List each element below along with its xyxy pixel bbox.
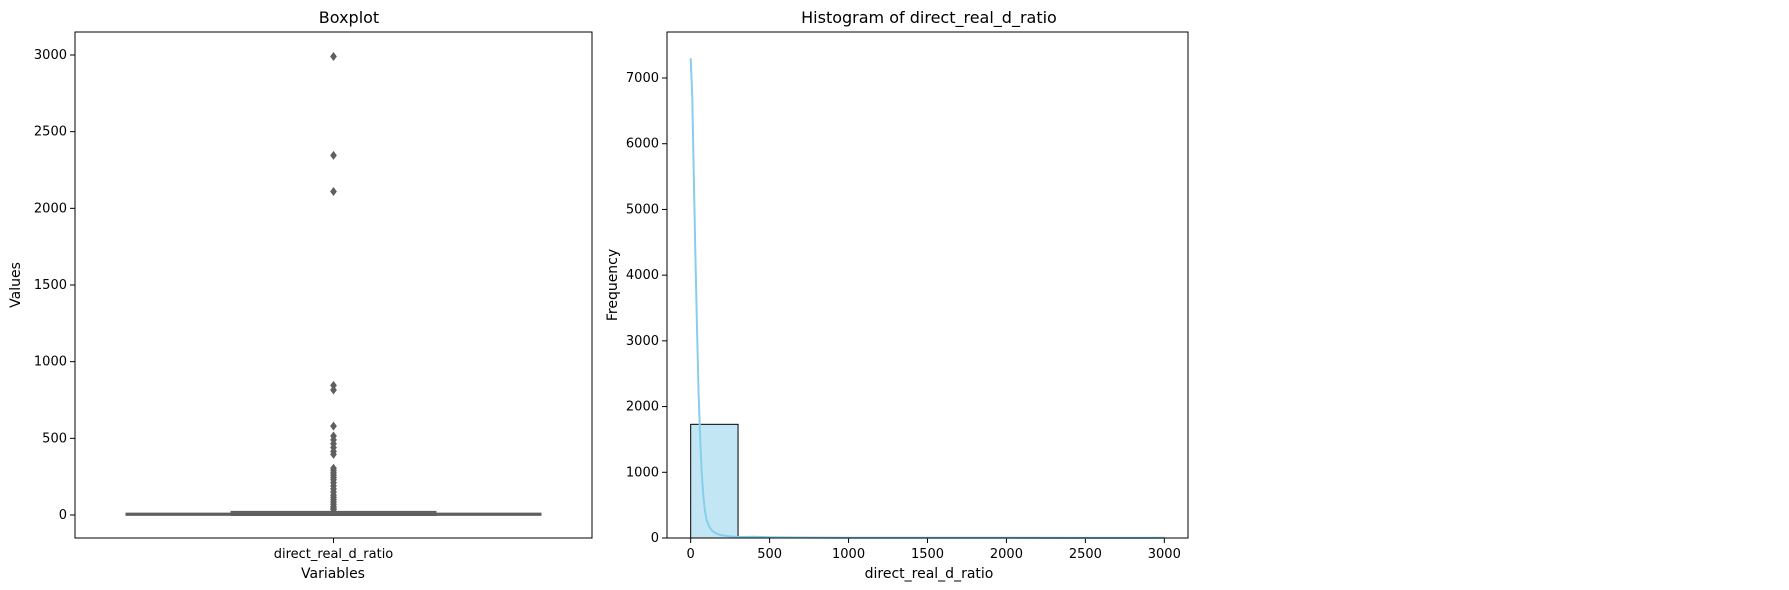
histogram-frame (666, 31, 1189, 539)
histogram-x-tick-label: 500 (757, 547, 782, 562)
histogram-x-tick-label: 1000 (832, 547, 865, 562)
histogram-xlabel: direct_real_d_ratio (865, 566, 994, 582)
histogram-x-tick-label: 2000 (990, 547, 1023, 562)
boxplot-outlier-point (330, 385, 337, 395)
boxplot-xlabel: Variables (301, 566, 365, 582)
boxplot-frame (74, 31, 593, 539)
histogram-ylabel: Frequency (605, 249, 621, 321)
histogram-y-tick-label: 5000 (626, 202, 659, 217)
histogram-x-tick-label: 0 (687, 547, 695, 562)
histogram-panel: Histogram of direct_real_d_ratio 0 1000 20… (605, 8, 1189, 582)
boxplot-outlier-point (330, 186, 337, 196)
histogram-x-ticks: 0 500 1000 1500 2000 2500 3000 (687, 538, 1181, 562)
boxplot-y-tick-label: 0 (59, 508, 67, 523)
boxplot-outlier-point (330, 449, 337, 459)
boxplot-outlier-point (330, 52, 337, 62)
boxplot-outlier-point (330, 150, 337, 160)
boxplot-ylabel: Values (8, 262, 24, 308)
boxplot-y-ticks: 0 500 1000 1500 2000 2500 3000 (34, 48, 75, 523)
histogram-y-tick-label: 6000 (626, 137, 659, 152)
boxplot-y-tick-label: 1000 (34, 355, 67, 370)
boxplot-outlier-point (330, 380, 337, 390)
boxplot-y-tick-label: 500 (42, 431, 67, 446)
histogram-x-tick-label: 2500 (1069, 547, 1102, 562)
histogram-y-tick-label: 4000 (626, 268, 659, 283)
histogram-y-ticks: 0 1000 2000 3000 4000 5000 6000 7000 (626, 71, 667, 546)
boxplot-y-tick-label: 2500 (34, 125, 67, 140)
boxplot-outlier-point (330, 421, 337, 431)
histogram-y-tick-label: 2000 (626, 400, 659, 415)
histogram-kde (689, 58, 1165, 539)
boxplot-panel: Boxplot 0 500 1000 1500 2000 2500 3000 direct_… (8, 8, 593, 582)
histogram-y-tick-label: 3000 (626, 334, 659, 349)
boxplot-outlier-point (330, 505, 337, 515)
boxplot-y-tick-label: 1500 (34, 278, 67, 293)
histogram-y-tick-label: 0 (651, 531, 659, 546)
histogram-x-tick-label: 1500 (911, 547, 944, 562)
boxplot-marks (125, 52, 542, 516)
histogram-kde-line (689, 58, 1165, 539)
histogram-bar (690, 423, 739, 539)
histogram-y-tick-label: 1000 (626, 465, 659, 480)
histogram-y-tick-label: 7000 (626, 71, 659, 86)
boxplot-x-tick-label: direct_real_d_ratio (274, 547, 394, 562)
boxplot-title: Boxplot (319, 8, 379, 27)
boxplot-x-ticks: direct_real_d_ratio (274, 538, 394, 562)
histogram-title: Histogram of direct_real_d_ratio (801, 8, 1057, 28)
histogram-x-tick-label: 3000 (1148, 547, 1181, 562)
histogram-bars (690, 423, 1165, 539)
boxplot-y-tick-label: 2000 (34, 201, 67, 216)
boxplot-y-tick-label: 3000 (34, 48, 67, 63)
